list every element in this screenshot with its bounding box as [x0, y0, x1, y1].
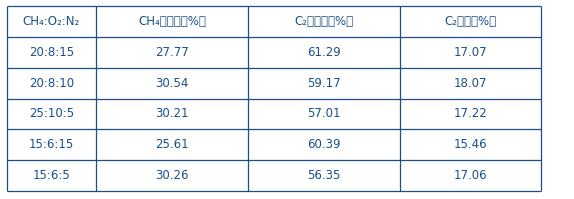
- Text: 20:8:10: 20:8:10: [29, 77, 74, 90]
- Text: 15.46: 15.46: [453, 138, 487, 151]
- Text: 15:6:15: 15:6:15: [29, 138, 74, 151]
- Text: 25.61: 25.61: [155, 138, 189, 151]
- Text: 56.35: 56.35: [307, 169, 341, 182]
- Text: 18.07: 18.07: [453, 77, 487, 90]
- Text: 27.77: 27.77: [155, 46, 189, 59]
- Text: 20:8:15: 20:8:15: [29, 46, 74, 59]
- Text: 15:6:5: 15:6:5: [33, 169, 70, 182]
- Text: C₂收率（%）: C₂收率（%）: [444, 15, 497, 28]
- Text: 17.22: 17.22: [453, 107, 487, 120]
- Text: 30.21: 30.21: [155, 107, 189, 120]
- Text: 61.29: 61.29: [307, 46, 341, 59]
- Text: 30.26: 30.26: [155, 169, 189, 182]
- Text: 25:10:5: 25:10:5: [29, 107, 74, 120]
- Text: CH₄:O₂:N₂: CH₄:O₂:N₂: [23, 15, 80, 28]
- Text: 17.06: 17.06: [453, 169, 487, 182]
- Text: 30.54: 30.54: [155, 77, 189, 90]
- Text: CH₄转化率（%）: CH₄转化率（%）: [138, 15, 206, 28]
- Text: C₂选择性（%）: C₂选择性（%）: [294, 15, 354, 28]
- Text: 17.07: 17.07: [453, 46, 487, 59]
- Text: 57.01: 57.01: [307, 107, 341, 120]
- Text: 60.39: 60.39: [307, 138, 341, 151]
- Text: 59.17: 59.17: [307, 77, 341, 90]
